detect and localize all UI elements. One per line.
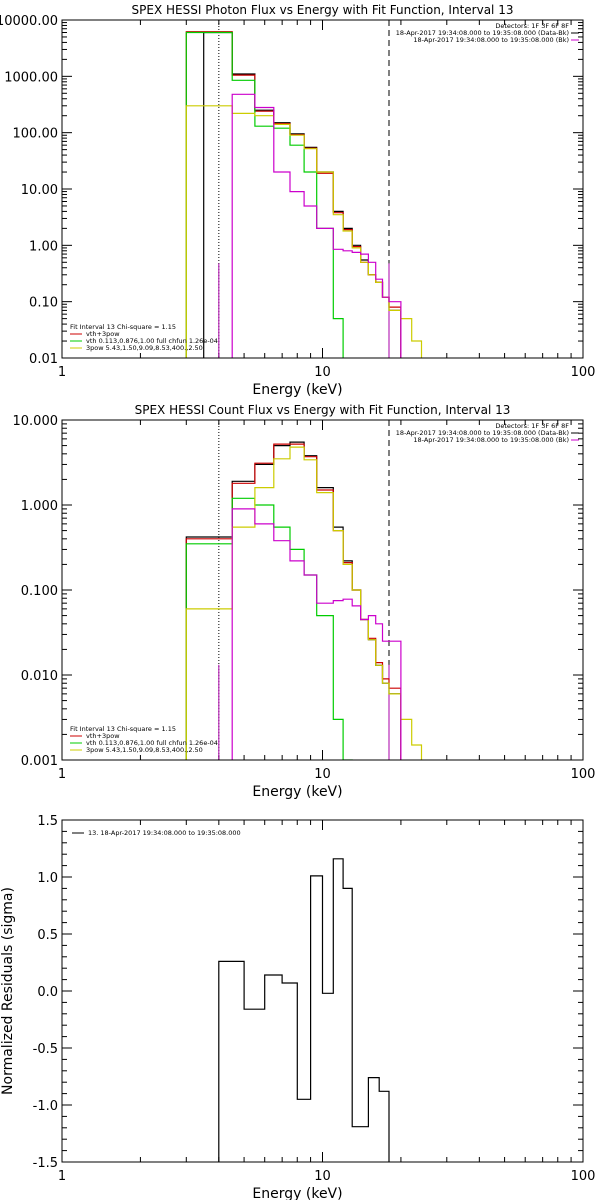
legend-entry: 18-Apr-2017 19:34:08.000 to 19:35:08.000… [413, 436, 569, 444]
chart-title: SPEX HESSI Photon Flux vs Energy with Fi… [132, 3, 514, 17]
legend-entry: 18-Apr-2017 19:34:08.000 to 19:35:08.000… [413, 36, 569, 44]
y-tick-label: 1000.00 [4, 70, 58, 85]
series-line-4 [231, 508, 402, 760]
legend-entry: Detectors: 1F 3F 6F 8F [495, 22, 569, 30]
series-line-0 [203, 31, 402, 358]
photon-flux-panel: SPEX HESSI Photon Flux vs Energy with Fi… [0, 3, 595, 398]
plot-area [185, 20, 423, 358]
legend-entry: vth 0.113,0.876,1.00 full chfun 1.26e-04 [86, 739, 218, 747]
legend-entry: 3pow 5.43,1.50,9.09,8.53,400.,2.50 [86, 344, 203, 352]
y-tick-label: 0.001 [21, 754, 58, 769]
legend-bottom-left: Fit Interval 13 Chi-square = 1.15vth+3po… [70, 323, 218, 352]
series-line-3 [185, 105, 423, 358]
plot-frame [61, 19, 584, 359]
x-axis-ticks: 1 10 100 [58, 420, 596, 782]
series-line-0 [218, 858, 390, 1162]
y-tick-label: 0.010 [21, 669, 58, 684]
legend-entry: Detectors: 1F 3F 6F 8F [495, 422, 569, 430]
x-axis-ticks: 1 10 100 [58, 820, 596, 1184]
legend-entry: 18-Apr-2017 19:34:08.000 to 19:35:08.000… [396, 429, 569, 437]
y-axis-ticks: 0.01 0.10 1.00 10.00 100.00 1000.00 10000.00 [0, 14, 583, 367]
legend-entry: 18-Apr-2017 19:34:08.000 to 19:35:08.000… [396, 29, 569, 37]
x-axis-label: Energy (keV) [252, 1186, 342, 1200]
y-tick-label: -0.5 [33, 1042, 58, 1057]
plot-frame [61, 819, 584, 1163]
plot-area [218, 858, 390, 1162]
y-tick-label: 1.5 [37, 814, 58, 829]
y-tick-label: 100.00 [13, 127, 59, 142]
legend-entry: vth 0.113,0.876,1.00 full chfun 1.26e-04 [86, 337, 218, 345]
x-tick-label: 100 [571, 365, 596, 380]
plot-area [185, 420, 423, 760]
y-tick-label: 0.0 [37, 985, 58, 1000]
chart-title: SPEX HESSI Count Flux vs Energy with Fit… [135, 403, 511, 417]
series-line-2 [185, 31, 344, 358]
x-tick-label: 10 [314, 767, 331, 782]
legend-bottom-left: Fit Interval 13 Chi-square = 1.15vth+3po… [70, 725, 218, 754]
y-axis-ticks: 0.001 0.010 0.100 1.000 10.000 [13, 414, 583, 769]
y-tick-label: 1.000 [21, 499, 58, 514]
x-tick-label: 10 [314, 1169, 331, 1184]
y-tick-label: 0.100 [21, 584, 58, 599]
x-tick-label: 10 [314, 365, 331, 380]
y-tick-label: 10.000 [13, 414, 59, 429]
x-tick-label: 100 [571, 1169, 596, 1184]
y-axis-label: Normalized Residuals (sigma) [0, 887, 16, 1095]
y-tick-label: 0.10 [29, 296, 58, 311]
y-tick-label: 1.00 [29, 239, 58, 254]
legend-top-left: 13. 18-Apr-2017 19:34:08.000 to 19:35:08… [72, 829, 241, 837]
y-tick-label: 1.0 [37, 871, 58, 886]
plot-frame [61, 419, 584, 761]
x-axis-label: Energy (keV) [252, 784, 342, 800]
legend-entry: 13. 18-Apr-2017 19:34:08.000 to 19:35:08… [88, 829, 241, 837]
series-line-3 [185, 446, 423, 760]
legend-entry: Fit Interval 13 Chi-square = 1.15 [70, 323, 176, 331]
y-tick-label: -1.5 [33, 1156, 58, 1171]
series-line-2 [185, 497, 353, 760]
y-tick-label: 10.00 [21, 183, 58, 198]
y-tick-label: 0.5 [37, 928, 58, 943]
y-tick-label: -1.0 [33, 1099, 58, 1114]
x-tick-label: 1 [58, 365, 66, 380]
y-axis-ticks: -1.5 -1.0 -0.5 0.0 0.5 1.0 1.5 [33, 814, 583, 1171]
x-tick-label: 100 [571, 767, 596, 782]
legend-entry: vth+3pow [86, 330, 120, 338]
x-axis-label: Energy (keV) [252, 382, 342, 398]
x-tick-label: 1 [58, 767, 66, 782]
legend-entry: Fit Interval 13 Chi-square = 1.15 [70, 725, 176, 733]
series-line-4 [231, 93, 402, 358]
count-flux-panel: SPEX HESSI Count Flux vs Energy with Fit… [13, 403, 596, 800]
legend-entry: vth+3pow [86, 732, 120, 740]
y-tick-label: 0.01 [29, 352, 58, 367]
residuals-panel: 1 10 100 -1.5 -1.0 -0.5 0.0 0.5 1.0 1.5 Energy (ke… [0, 814, 595, 1200]
x-tick-label: 1 [58, 1169, 66, 1184]
y-tick-label: 10000.00 [0, 14, 58, 29]
legend-entry: 3pow 5.43,1.50,9.09,8.53,400.,2.50 [86, 746, 203, 754]
